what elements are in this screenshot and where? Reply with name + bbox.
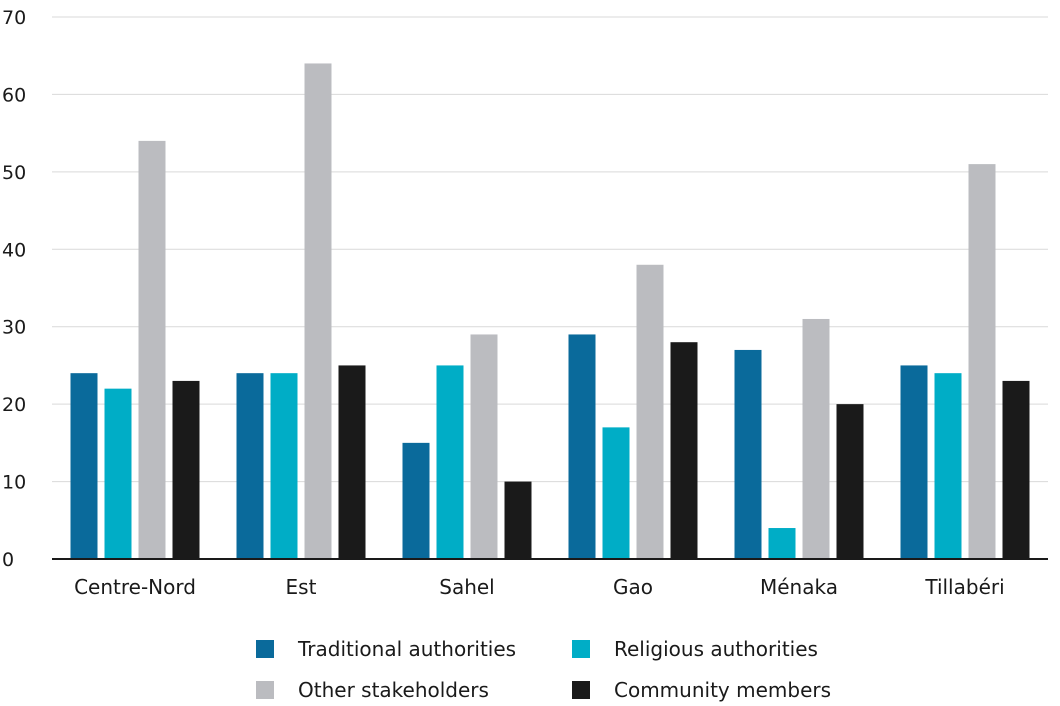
bar-traditional-authorities <box>402 442 430 559</box>
legend-swatch <box>256 640 274 658</box>
bar-other-stakeholders <box>968 164 996 559</box>
y-tick-label: 40 <box>2 239 26 261</box>
legend-item-traditional-authorities: Traditional authorities <box>256 637 516 661</box>
x-category-label: Ménaka <box>760 575 838 599</box>
bar-other-stakeholders <box>636 264 664 559</box>
bar-community-members <box>504 481 532 559</box>
bars <box>70 63 1030 559</box>
y-tick-label: 20 <box>2 394 26 416</box>
bar-traditional-authorities <box>236 373 264 559</box>
bar-traditional-authorities <box>734 349 762 559</box>
bar-traditional-authorities <box>568 334 596 559</box>
legend: Traditional authorities Religious authori… <box>256 637 831 702</box>
x-category-label: Tillabéri <box>924 575 1004 599</box>
bar-other-stakeholders <box>138 140 166 559</box>
legend-item-religious-authorities: Religious authorities <box>572 637 818 661</box>
bar-other-stakeholders <box>304 63 332 559</box>
bar-traditional-authorities <box>70 373 98 559</box>
x-axis-categories: Centre-Nord Est Sahel Gao Ménaka Tillabéri <box>74 575 1005 599</box>
legend-label: Traditional authorities <box>297 637 516 661</box>
bar-community-members <box>670 342 698 559</box>
x-category-label: Est <box>286 575 317 599</box>
bar-religious-authorities <box>768 528 796 559</box>
legend-item-community-members: Community members <box>572 678 831 702</box>
y-tick-label: 0 <box>2 549 14 571</box>
legend-swatch <box>572 640 590 658</box>
y-tick-label: 50 <box>2 162 26 184</box>
x-category-label: Sahel <box>439 575 495 599</box>
legend-label: Community members <box>614 678 831 702</box>
bar-other-stakeholders <box>802 318 830 559</box>
bar-religious-authorities <box>934 373 962 559</box>
y-tick-label: 60 <box>2 84 26 106</box>
legend-label: Religious authorities <box>614 637 818 661</box>
legend-item-other-stakeholders: Other stakeholders <box>256 678 489 702</box>
gridlines <box>52 16 1048 483</box>
y-tick-label: 10 <box>2 472 26 494</box>
bar-religious-authorities <box>104 388 132 559</box>
bar-community-members <box>338 365 366 559</box>
bar-religious-authorities <box>436 365 464 559</box>
bar-religious-authorities <box>602 427 630 559</box>
bar-community-members <box>1002 380 1030 559</box>
y-tick-label: 70 <box>2 7 26 29</box>
bar-traditional-authorities <box>900 365 928 559</box>
x-category-label: Centre-Nord <box>74 575 196 599</box>
legend-swatch <box>572 681 590 699</box>
x-category-label: Gao <box>613 575 653 599</box>
bar-other-stakeholders <box>470 334 498 559</box>
y-tick-label: 30 <box>2 317 26 339</box>
legend-label: Other stakeholders <box>298 678 489 702</box>
y-axis-ticks: 0 10 20 30 40 50 60 70 <box>2 7 26 571</box>
legend-swatch <box>256 681 274 699</box>
bar-community-members <box>836 404 864 559</box>
bar-religious-authorities <box>270 373 298 559</box>
bar-community-members <box>172 380 200 559</box>
